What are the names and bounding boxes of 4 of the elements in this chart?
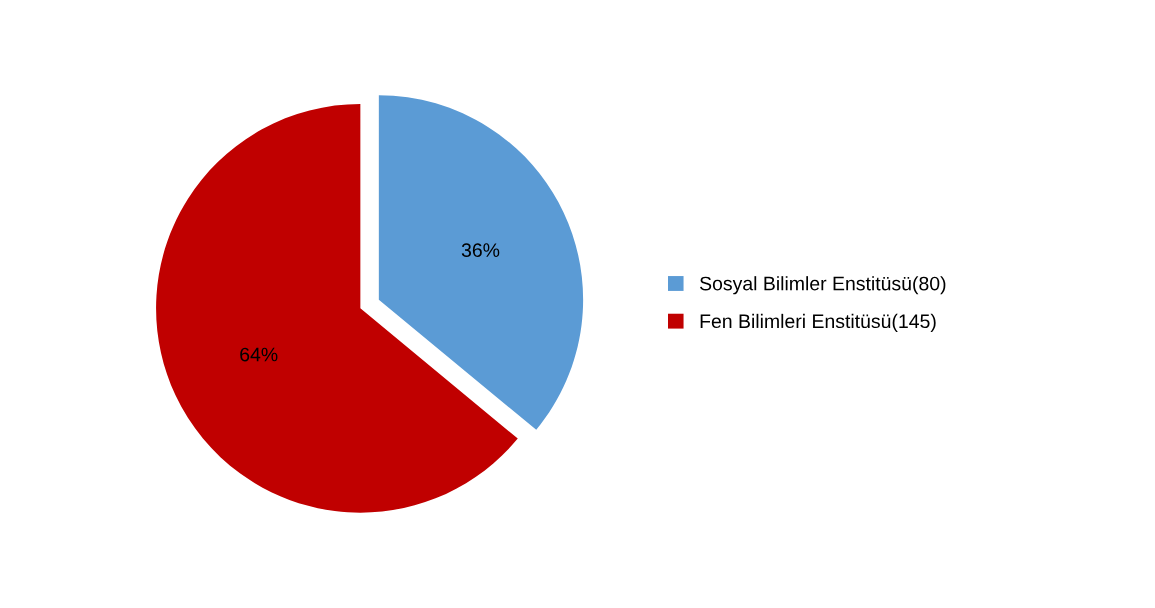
data-label: 64% [240,347,278,362]
data-label: 36% [461,243,500,258]
legend-label: Fen Bilimleri Enstitüsü(145) [700,313,936,332]
legend-label: Sosyal Bilimler Enstitüsü(80) [699,276,946,295]
